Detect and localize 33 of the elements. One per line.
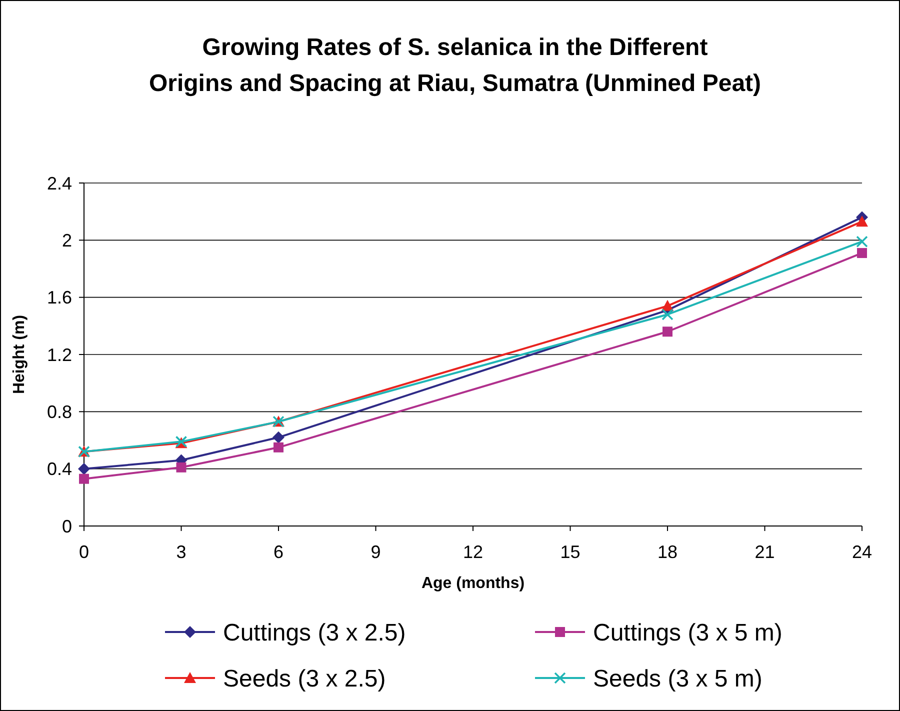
legend-label: Cuttings (3 x 2.5) [223, 619, 406, 646]
y-tick-label: 1.6 [46, 288, 72, 308]
point [662, 326, 672, 337]
x-tick-label: 21 [754, 542, 775, 562]
point [176, 462, 186, 472]
y-tick-label: 0.8 [46, 402, 72, 422]
x-tick-label: 12 [462, 542, 484, 562]
y-axis-title: Height (m) [11, 314, 28, 394]
point [274, 442, 284, 452]
point [272, 431, 284, 444]
y-tick-label: 0.4 [46, 459, 72, 480]
y-tick-label: 2 [62, 230, 72, 250]
chart-title: Growing Rates of S. selanica in the Different Origins and Spacing at Riau, Sumatra (Unmined Peat) [148, 34, 762, 97]
point [78, 462, 90, 475]
y-tick-label: 1.2 [46, 344, 72, 365]
point [662, 308, 674, 320]
x-tick-label: 0 [78, 542, 90, 562]
x-tick-label: 15 [560, 542, 580, 562]
point [856, 216, 868, 227]
x-tick-label: 18 [657, 542, 678, 562]
y-tick-label: 0 [62, 516, 72, 536]
x-axis-title: Age (months) [421, 575, 525, 592]
point [79, 474, 89, 484]
legend-label: Seeds (3 x 5 m) [593, 665, 762, 692]
y-tick-label: 2.4 [46, 173, 72, 194]
x-tick-label: 6 [273, 542, 284, 562]
legend-label: Cuttings (3 x 5 m) [593, 619, 782, 646]
point [857, 248, 867, 258]
point [856, 236, 868, 248]
x-tick-label: 3 [176, 542, 186, 562]
legend-label: Seeds (3 x 2.5) [223, 665, 386, 692]
x-tick-label: 24 [852, 542, 872, 562]
x-tick-label: 9 [370, 542, 381, 562]
